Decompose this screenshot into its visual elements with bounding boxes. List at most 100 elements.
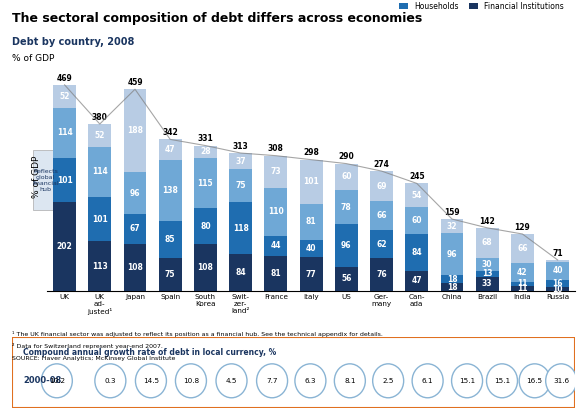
Bar <box>88 147 112 197</box>
Text: 138: 138 <box>162 186 178 195</box>
Text: 81: 81 <box>271 269 281 278</box>
Ellipse shape <box>546 364 576 398</box>
Text: 8.1: 8.1 <box>344 378 356 384</box>
Bar <box>440 275 464 283</box>
Text: 31.6: 31.6 <box>553 378 569 384</box>
Bar <box>546 262 569 280</box>
Bar <box>511 282 534 286</box>
Text: Debt by country, 2008: Debt by country, 2008 <box>12 37 134 47</box>
Bar <box>299 204 323 240</box>
Text: 108: 108 <box>127 263 143 272</box>
Bar <box>546 260 569 262</box>
Text: 28: 28 <box>200 147 211 156</box>
Bar <box>194 208 217 244</box>
Bar <box>546 287 569 291</box>
Text: 18: 18 <box>447 283 457 292</box>
Text: 7.7: 7.7 <box>266 378 278 384</box>
Text: 60: 60 <box>341 172 352 181</box>
Bar <box>440 233 464 275</box>
Legend: Government, Households, Nonfinancial business, Financial Institutions: Government, Households, Nonfinancial bus… <box>396 0 571 14</box>
Bar <box>299 240 323 258</box>
Bar <box>158 221 182 258</box>
Text: 469: 469 <box>57 74 72 83</box>
Bar <box>53 202 76 291</box>
Text: 313: 313 <box>233 142 248 151</box>
Ellipse shape <box>216 364 247 398</box>
Bar <box>440 219 464 233</box>
Text: 2.5: 2.5 <box>382 378 394 384</box>
Text: 73: 73 <box>271 167 281 176</box>
Bar <box>511 234 534 263</box>
Text: SOURCE: Haver Analytics; McKinsey Global Institute: SOURCE: Haver Analytics; McKinsey Global… <box>12 356 175 361</box>
Text: 75: 75 <box>165 270 176 279</box>
Text: 96: 96 <box>130 188 140 198</box>
Ellipse shape <box>257 364 288 398</box>
Bar <box>405 233 429 270</box>
Text: 11: 11 <box>517 280 528 288</box>
Text: 101: 101 <box>57 176 72 185</box>
Text: 10: 10 <box>552 285 563 294</box>
Text: 47: 47 <box>165 145 176 154</box>
Text: 114: 114 <box>57 128 72 137</box>
Text: 6.3: 6.3 <box>305 378 316 384</box>
Bar <box>229 202 252 254</box>
Text: 4.5: 4.5 <box>226 378 237 384</box>
Bar <box>158 160 182 221</box>
Text: 56: 56 <box>341 275 352 283</box>
Text: 42: 42 <box>517 268 528 277</box>
Text: 96: 96 <box>341 241 352 250</box>
Bar <box>405 270 429 291</box>
Text: 81: 81 <box>306 218 316 226</box>
Text: 47: 47 <box>411 276 422 285</box>
Text: 298: 298 <box>303 149 319 157</box>
Bar <box>370 201 393 230</box>
Bar <box>229 169 252 202</box>
Bar <box>370 171 393 201</box>
Bar <box>123 214 147 244</box>
Text: 115: 115 <box>198 179 213 188</box>
Bar <box>123 244 147 291</box>
Bar <box>264 255 288 291</box>
Text: 32: 32 <box>447 222 457 230</box>
Text: % of GDP: % of GDP <box>12 54 54 63</box>
Text: 62: 62 <box>376 240 387 249</box>
Text: 37: 37 <box>235 157 246 166</box>
Bar <box>335 190 357 224</box>
Text: 114: 114 <box>92 168 107 176</box>
Text: 108: 108 <box>197 263 214 272</box>
Text: 16.5: 16.5 <box>527 378 543 384</box>
Text: 13: 13 <box>482 269 492 278</box>
Text: 331: 331 <box>198 134 213 144</box>
Text: 0.3: 0.3 <box>104 378 116 384</box>
Bar <box>370 258 393 291</box>
Text: 40: 40 <box>306 244 316 253</box>
Text: Reflects
global
financial
hub: Reflects global financial hub <box>32 169 59 191</box>
Ellipse shape <box>412 364 443 398</box>
Text: 101: 101 <box>303 177 319 186</box>
Bar <box>264 236 288 255</box>
Text: ² Data for Switzerland represent year-end 2007.: ² Data for Switzerland represent year-en… <box>12 343 163 349</box>
Text: 290: 290 <box>339 152 354 161</box>
Text: 69: 69 <box>376 182 387 191</box>
Ellipse shape <box>176 364 207 398</box>
Ellipse shape <box>295 364 326 398</box>
Bar <box>405 207 429 233</box>
Bar <box>511 286 534 291</box>
Ellipse shape <box>373 364 404 398</box>
Text: 71: 71 <box>552 249 563 258</box>
Text: 66: 66 <box>376 211 387 220</box>
Bar <box>88 197 112 241</box>
Text: 78: 78 <box>341 203 352 212</box>
Bar <box>53 85 76 108</box>
Text: 84: 84 <box>235 268 246 277</box>
Text: 188: 188 <box>127 126 143 135</box>
Bar <box>475 258 499 271</box>
Bar <box>475 277 499 291</box>
Text: 44: 44 <box>271 241 281 250</box>
Text: 11: 11 <box>517 284 528 293</box>
Text: 129: 129 <box>515 223 530 232</box>
Text: 113: 113 <box>92 262 107 271</box>
Text: 84: 84 <box>411 248 422 257</box>
Text: 202: 202 <box>57 242 72 251</box>
Bar <box>546 280 569 287</box>
